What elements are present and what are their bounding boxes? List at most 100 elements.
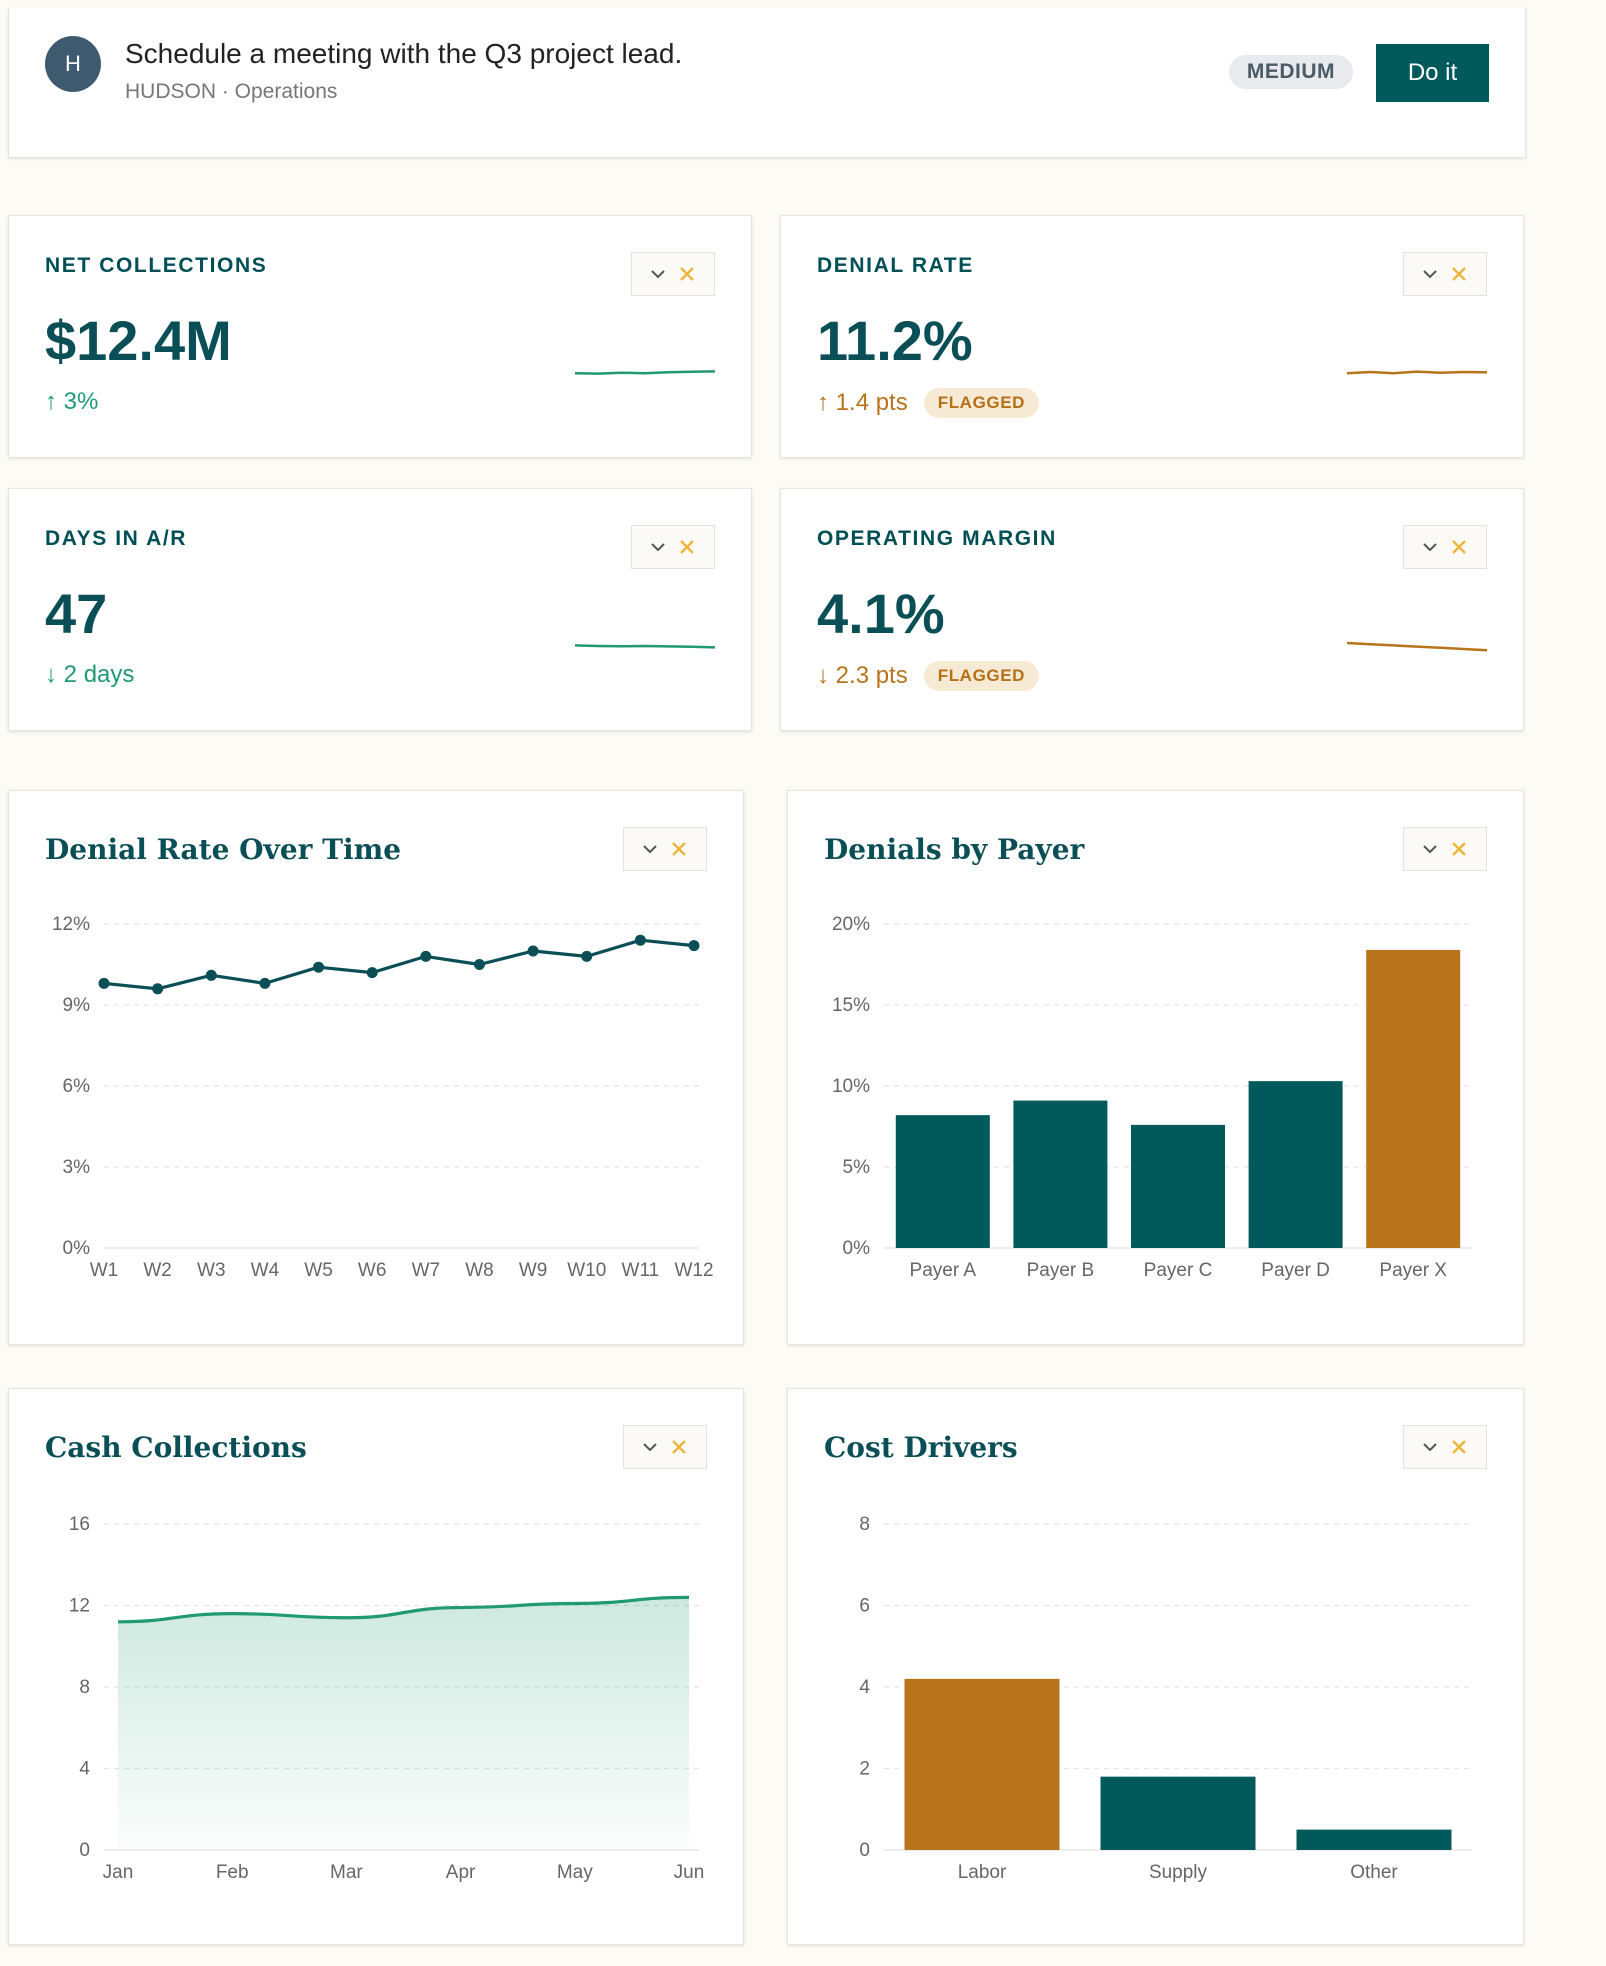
priority-badge: MEDIUM: [1228, 55, 1353, 89]
bar: [1100, 1776, 1256, 1850]
data-point: [313, 961, 325, 973]
kpi-card-net-collections: NET COLLECTIONS $12.4M ↑ 3%: [8, 215, 752, 458]
chevron-down-icon[interactable]: [1422, 269, 1438, 279]
chevron-down-icon[interactable]: [650, 542, 666, 552]
denial-rate-line-chart: 0% 3% 6% 9% 12% W1 W2 W3 W4 W5 W6 W7 W8 W9 W10 W11 W12: [52, 914, 714, 1281]
widget-controls: [1403, 252, 1487, 296]
y-tick-label: 10%: [832, 1076, 870, 1097]
y-tick-label: 6: [859, 1596, 870, 1617]
sparkline-path: [1347, 370, 1487, 375]
chart-title: Denials by Payer: [824, 833, 1085, 866]
cost-drivers-bar-chart: 0 2 4 6 8 Labor Supply Other: [859, 1514, 1472, 1883]
avatar: H: [45, 36, 101, 92]
delta-arrow-icon: ↑: [817, 389, 829, 416]
close-icon[interactable]: [1450, 1438, 1468, 1456]
chart-title: Denial Rate Over Time: [45, 833, 402, 866]
close-icon[interactable]: [670, 840, 688, 858]
y-tick-label: 0%: [843, 1238, 871, 1259]
kpi-value: $12.4M: [45, 309, 232, 372]
kpi-delta: ↓ 2.3 pts FLAGGED: [817, 661, 1040, 691]
y-tick-label: 8: [859, 1514, 870, 1535]
kpi-label: NET COLLECTIONS: [45, 254, 268, 277]
task-meta: HUDSON · Operations: [125, 80, 338, 103]
close-icon[interactable]: [1450, 538, 1468, 556]
cash-collections-area-chart: 0 4 8 12 16 Jan Feb Mar Apr May Jun: [69, 1514, 704, 1883]
task-title: Schedule a meeting with the Q3 project l…: [125, 38, 683, 69]
kpi-delta-value: 1.4 pts: [835, 389, 908, 416]
x-tick-label: W11: [622, 1260, 660, 1281]
data-point: [366, 967, 378, 979]
chart-card-denial-rate-over-time: Denial Rate Over Time 0% 3% 6% 9% 12% W1 W2 W3 W…: [8, 790, 744, 1345]
bar: [1366, 949, 1461, 1248]
chart-card-cost-drivers: Cost Drivers 0 2 4 6 8 Labor Supply Other: [787, 1388, 1524, 1945]
x-tick-label: Mar: [330, 1862, 363, 1883]
x-tick-label: W1: [90, 1260, 119, 1281]
kpi-sparkline: [1347, 370, 1487, 375]
x-tick-label: Apr: [446, 1862, 476, 1883]
bar: [1013, 1100, 1108, 1248]
x-tick-label: W9: [519, 1260, 548, 1281]
close-icon[interactable]: [670, 1438, 688, 1456]
widget-controls: [631, 252, 715, 296]
chart-title: Cost Drivers: [824, 1431, 1018, 1464]
data-point: [581, 950, 593, 962]
y-tick-label: 2: [859, 1759, 870, 1780]
bar: [895, 1115, 990, 1248]
flagged-badge: FLAGGED: [923, 388, 1040, 418]
kpi-delta-value: 3%: [63, 388, 99, 415]
do-it-button[interactable]: Do it: [1376, 44, 1489, 102]
close-icon[interactable]: [678, 265, 696, 283]
chart-card-cash-collections: Cash Collections 0 4 8 12 16 Jan Feb Mar Apr May J…: [8, 1388, 744, 1945]
close-icon[interactable]: [1450, 840, 1468, 858]
sparkline-path: [575, 644, 715, 649]
chevron-down-icon[interactable]: [1422, 542, 1438, 552]
denials-by-payer-bar-chart: 0% 5% 10% 15% 20% Payer A Payer B Payer C Payer …: [832, 914, 1472, 1281]
x-tick-label: Other: [1350, 1862, 1398, 1883]
chevron-down-icon[interactable]: [642, 1442, 658, 1452]
bar: [904, 1678, 1060, 1850]
delta-arrow-icon: ↓: [45, 661, 57, 688]
close-icon[interactable]: [1450, 265, 1468, 283]
y-tick-label: 5%: [843, 1157, 871, 1178]
chevron-down-icon[interactable]: [650, 269, 666, 279]
widget-controls: [623, 827, 707, 871]
kpi-value: 47: [45, 582, 108, 645]
y-tick-label: 0: [859, 1840, 870, 1861]
area-fill: [118, 1597, 689, 1850]
chart-card-denials-by-payer: Denials by Payer 0% 5% 10% 15% 20% Payer A Pay…: [787, 790, 1524, 1345]
chevron-down-icon[interactable]: [642, 844, 658, 854]
x-tick-label: Payer B: [1027, 1260, 1095, 1281]
delta-arrow-icon: ↑: [45, 388, 57, 415]
y-tick-label: 15%: [832, 995, 870, 1016]
sparkline-path: [575, 370, 715, 375]
chevron-down-icon[interactable]: [1422, 844, 1438, 854]
kpi-delta-text: ↑ 3%: [45, 388, 98, 416]
kpi-delta: ↓ 2 days: [45, 661, 134, 689]
kpi-delta-text: ↑ 1.4 pts: [817, 389, 908, 417]
chevron-down-icon[interactable]: [1422, 1442, 1438, 1452]
x-tick-label: Payer C: [1144, 1260, 1213, 1281]
kpi-delta-value: 2 days: [63, 661, 135, 688]
x-tick-label: May: [557, 1862, 593, 1883]
data-point: [634, 934, 646, 946]
data-point: [205, 969, 217, 981]
kpi-value: 11.2%: [817, 309, 973, 372]
y-tick-label: 0: [79, 1840, 90, 1861]
x-tick-label: Payer D: [1261, 1260, 1330, 1281]
x-tick-label: Supply: [1149, 1862, 1208, 1883]
x-tick-label: W3: [197, 1260, 226, 1281]
kpi-card-operating-margin: OPERATING MARGIN 4.1% ↓ 2.3 pts FLAGGED: [780, 488, 1524, 731]
y-tick-label: 3%: [63, 1157, 91, 1178]
widget-controls: [631, 525, 715, 569]
x-tick-label: Labor: [958, 1862, 1007, 1883]
x-tick-label: Payer X: [1379, 1260, 1447, 1281]
data-point: [473, 959, 485, 970]
series-line: [103, 938, 695, 991]
kpi-sparkline: [575, 370, 715, 375]
close-icon[interactable]: [678, 538, 696, 556]
chart-title: Cash Collections: [45, 1431, 307, 1464]
widget-controls: [1403, 1425, 1487, 1469]
x-tick-label: W2: [143, 1260, 172, 1281]
kpi-delta-value: 2.3 pts: [835, 662, 908, 689]
data-point: [98, 977, 110, 989]
